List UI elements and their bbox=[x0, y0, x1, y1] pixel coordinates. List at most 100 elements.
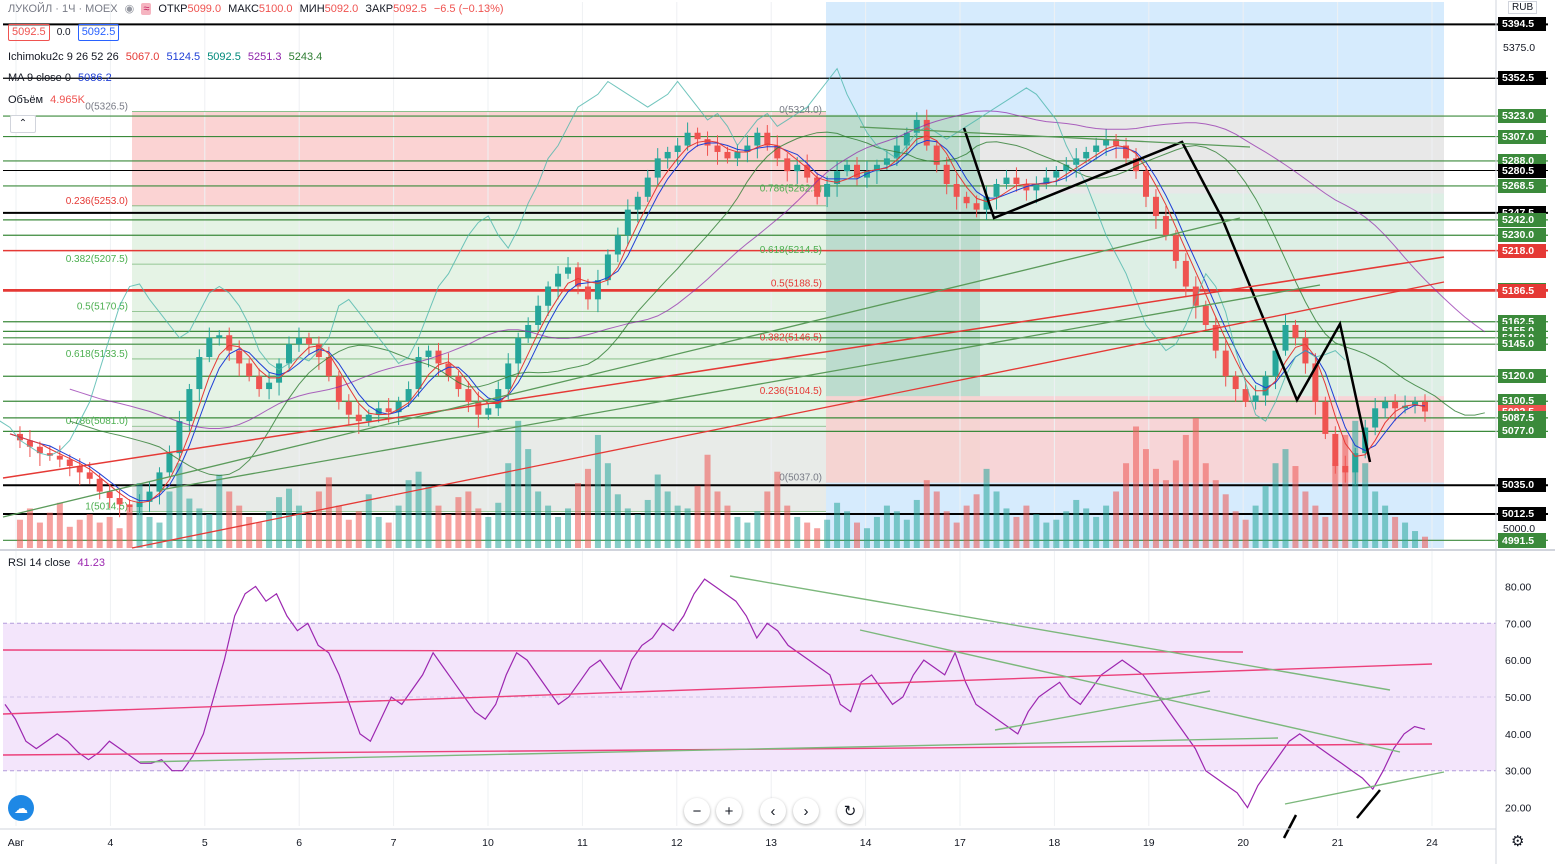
volume-bar bbox=[116, 528, 123, 548]
price-axis-label: 5280.5 bbox=[1498, 163, 1546, 178]
trendlines bbox=[2, 126, 1445, 549]
volume-bar bbox=[445, 514, 452, 548]
volume-bar bbox=[774, 471, 781, 548]
volume-bar bbox=[804, 522, 811, 548]
volume-bar bbox=[56, 502, 63, 548]
price-axis-label: 5077.0 bbox=[1498, 424, 1546, 439]
volume-bar bbox=[276, 497, 283, 548]
price-axis-label: 5145.0 bbox=[1498, 337, 1546, 352]
volume-bar bbox=[325, 477, 332, 548]
sell-button[interactable]: 5092.5 bbox=[8, 24, 50, 41]
candle-body bbox=[1272, 350, 1279, 377]
candle-body bbox=[704, 139, 711, 146]
scroll-left-button[interactable]: ‹ bbox=[760, 798, 786, 824]
volume-bar bbox=[814, 528, 821, 548]
volume-bar bbox=[1262, 485, 1269, 548]
candle-body bbox=[236, 350, 243, 364]
volume-bar bbox=[435, 505, 442, 548]
volume-bar bbox=[46, 512, 53, 548]
reset-chart-button[interactable]: ↻ bbox=[837, 798, 863, 824]
price-axis-label: 5035.0 bbox=[1498, 478, 1546, 493]
volume-bar bbox=[654, 474, 661, 548]
candle-body bbox=[1212, 324, 1219, 351]
volume-bar bbox=[375, 516, 382, 548]
settings-gear-icon[interactable]: ⚙ bbox=[1511, 833, 1525, 850]
rsi-trendline-4 bbox=[729, 575, 1391, 691]
candle-body bbox=[335, 376, 342, 402]
candle-body bbox=[1342, 465, 1349, 473]
volume-bar bbox=[345, 519, 352, 548]
candle-body bbox=[1103, 139, 1110, 146]
rsi-line bbox=[4, 578, 1426, 809]
volume-bar bbox=[844, 511, 851, 548]
logo-icon: ☁ bbox=[8, 795, 34, 821]
volume-legend: Объём 4.965K bbox=[8, 94, 89, 106]
candle-body bbox=[584, 286, 591, 300]
fib-right-label-2: 0.618(5214.5) bbox=[760, 245, 822, 256]
fib-right-label-0: 0(5324.0) bbox=[779, 105, 822, 116]
collapse-legend-button[interactable]: ⌃ bbox=[10, 115, 36, 133]
volume-bar bbox=[1402, 522, 1409, 548]
volume-bar bbox=[256, 522, 263, 548]
volume-bar bbox=[943, 511, 950, 548]
candle-body bbox=[794, 164, 801, 172]
rsi-tick-label: 30.00 bbox=[1505, 766, 1531, 778]
buy-button[interactable]: 5092.5 bbox=[77, 24, 120, 41]
arrow-0 bbox=[1282, 814, 1298, 839]
candle-body bbox=[375, 408, 382, 415]
zigzag-pattern bbox=[962, 127, 1372, 463]
volume-bar bbox=[535, 491, 542, 548]
candle-body bbox=[86, 472, 93, 479]
candle-body bbox=[634, 196, 641, 210]
candle-body bbox=[385, 408, 392, 413]
compare-icon[interactable]: ≈ bbox=[141, 3, 152, 15]
candle-body bbox=[565, 267, 572, 274]
volume-bar bbox=[1422, 536, 1428, 548]
candle-body bbox=[694, 132, 701, 140]
eye-icon[interactable]: ◉ bbox=[124, 3, 135, 15]
candle-body bbox=[1142, 171, 1149, 197]
price-axis-label: 5242.0 bbox=[1498, 212, 1546, 227]
volume-bar bbox=[923, 480, 930, 548]
volume-bar bbox=[1083, 508, 1090, 548]
volume-bar bbox=[1142, 449, 1149, 548]
volume-bar bbox=[1182, 434, 1189, 548]
zoom-in-button[interactable]: + bbox=[716, 798, 742, 824]
rsi-tick-label: 60.00 bbox=[1505, 655, 1531, 667]
volume-bar bbox=[1242, 519, 1249, 548]
candle-body bbox=[475, 401, 482, 415]
x-tick-label: 5 bbox=[202, 837, 208, 849]
candle-body bbox=[854, 164, 861, 178]
rsi-tick-label: 80.00 bbox=[1505, 581, 1531, 593]
fib-right-label-3: 0.5(5188.5) bbox=[771, 278, 822, 289]
candle-body bbox=[56, 455, 63, 460]
volume-bar bbox=[1342, 434, 1349, 548]
fib-right-label-4: 0.382(5146.5) bbox=[760, 332, 822, 343]
fib-right-label-1: 0.786(5262.5) bbox=[760, 184, 822, 195]
zoom-out-button[interactable]: − bbox=[684, 798, 710, 824]
ma-label: MA 9 close 0 bbox=[8, 72, 71, 84]
candle-body bbox=[804, 164, 811, 178]
candle-body bbox=[1242, 389, 1249, 402]
fib-left-label-0: 0(5326.5) bbox=[85, 102, 128, 113]
volume-bar bbox=[1093, 516, 1100, 548]
volume-bar bbox=[136, 483, 143, 548]
volume-bar bbox=[1292, 466, 1299, 548]
candle-body bbox=[1023, 184, 1030, 191]
span-b-line bbox=[69, 110, 1486, 429]
fib-left-label-2: 0.382(5207.5) bbox=[66, 254, 128, 265]
green-trendline-1 bbox=[2, 217, 1241, 518]
volume-bar bbox=[684, 508, 691, 548]
candle-body bbox=[1093, 145, 1100, 152]
price-axis-label: 5230.0 bbox=[1498, 228, 1546, 243]
candle-body bbox=[834, 171, 841, 184]
candle-body bbox=[933, 145, 940, 165]
candle-body bbox=[226, 335, 233, 351]
price-axis-label: 5307.0 bbox=[1498, 129, 1546, 144]
rsi-tick-label: 70.00 bbox=[1505, 618, 1531, 630]
scroll-right-button[interactable]: › bbox=[793, 798, 819, 824]
volume-bar bbox=[634, 514, 641, 548]
red-trendline-1 bbox=[2, 256, 1445, 479]
